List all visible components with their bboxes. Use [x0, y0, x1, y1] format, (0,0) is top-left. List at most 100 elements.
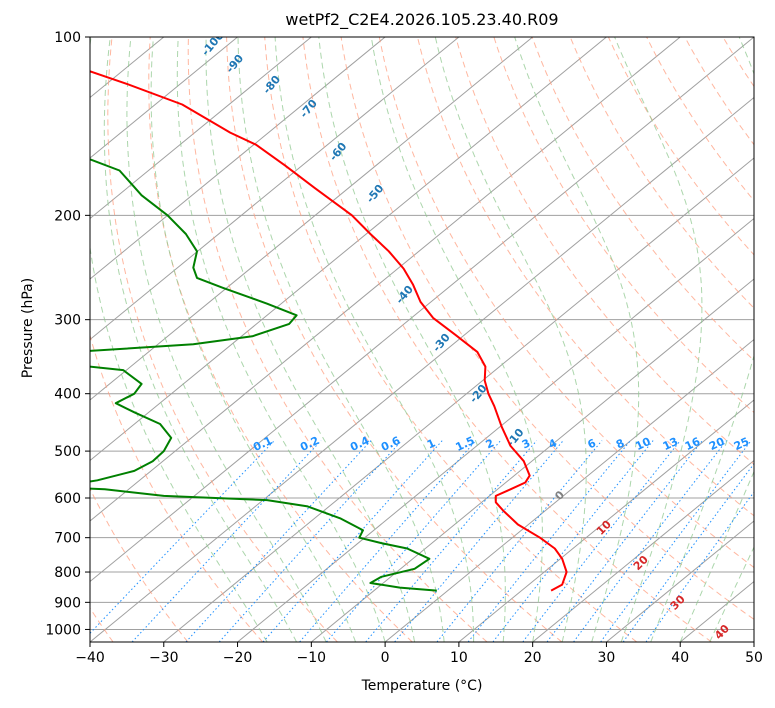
moist-adiabat-label: 40 — [712, 622, 732, 642]
x-tick-label: 50 — [745, 650, 763, 666]
isotherm — [606, 520, 754, 642]
moist-adiabat — [514, 37, 640, 642]
y-axis-label: Pressure (hPa) — [20, 277, 36, 379]
mixing-ratio-line — [218, 440, 403, 642]
mixing-ratio-line — [573, 440, 727, 642]
moist-adiabat — [650, 37, 754, 642]
dry-adiabat — [607, 37, 754, 256]
y-tick-label: 1000 — [45, 622, 81, 638]
dry-adiabat — [684, 37, 754, 146]
isotherm — [753, 641, 754, 642]
moist-adiabat-label: 0 — [552, 488, 567, 503]
y-tick-label: 700 — [54, 531, 81, 547]
isotherm — [458, 399, 754, 642]
x-tick-label: 30 — [598, 650, 616, 666]
dry-adiabat — [417, 37, 754, 517]
isotherm — [90, 37, 386, 280]
mixing-ratio-label: 20 — [707, 435, 727, 453]
mixing-ratio-label: 16 — [683, 435, 703, 453]
isotherm — [90, 37, 91, 38]
mixing-ratio-line — [262, 440, 443, 642]
x-tick-label: 10 — [450, 650, 468, 666]
mixing-ratio-line — [467, 440, 631, 642]
dry-adiabat — [722, 37, 754, 88]
isotherm — [679, 580, 754, 642]
moist-adiabat — [318, 37, 506, 642]
dry-adiabat — [107, 37, 338, 642]
mixing-ratio-label: 10 — [633, 435, 653, 453]
mixing-ratio-label: 4 — [547, 436, 560, 451]
dry-adiabat — [378, 37, 754, 569]
dry-adiabat-label: -90 — [224, 52, 247, 76]
isotherm — [90, 37, 312, 220]
moist-adiabat — [90, 37, 268, 642]
isotherm — [90, 37, 607, 462]
mixing-ratio-line — [522, 440, 681, 642]
isotherm — [90, 37, 754, 583]
y-tick-label: 400 — [54, 387, 81, 403]
mixing-ratio-line — [622, 463, 754, 642]
mixing-ratio-line — [436, 440, 603, 642]
x-axis-label: Temperature (°C) — [361, 678, 483, 694]
mixing-ratio-line — [546, 440, 703, 642]
dry-adiabat — [90, 607, 114, 642]
x-tick-label: −40 — [75, 650, 105, 666]
dewpoint-line — [90, 158, 437, 592]
temperature-line — [90, 70, 568, 592]
mixing-ratio-label: 2 — [484, 436, 496, 451]
mixing-ratio-label: 30 — [752, 435, 772, 453]
dry-adiabat — [148, 37, 413, 642]
dry-adiabat — [226, 37, 563, 642]
isotherm — [532, 459, 754, 642]
x-tick-label: 0 — [381, 650, 390, 666]
y-tick-label: 300 — [54, 313, 81, 329]
x-tick-label: 40 — [671, 650, 689, 666]
isotherm — [90, 37, 681, 522]
moist-adiabat-label: 10 — [594, 517, 614, 537]
mixing-ratio-line — [90, 440, 275, 635]
y-tick-label: 800 — [54, 565, 81, 581]
moist-adiabat — [176, 37, 386, 642]
isotherm — [311, 278, 754, 642]
x-tick-label: −30 — [149, 650, 179, 666]
background-lines — [0, 37, 775, 642]
axis-ticks: −40 −30 −20 −10 0 10 20 30 40 5010020030040050060… — [45, 30, 763, 666]
dry-adiabat-label: -50 — [364, 182, 387, 206]
isotherm — [90, 37, 533, 401]
moist-adiabat — [126, 37, 327, 642]
moist-adiabat — [434, 37, 587, 642]
chart-title: wetPf2_C2E4.2026.105.23.40.R09 — [285, 10, 559, 29]
dry-adiabat — [531, 37, 754, 362]
mixing-ratio-line — [326, 440, 501, 642]
mixing-ratio-line — [645, 491, 754, 642]
dry-adiabat-label: -60 — [327, 140, 350, 164]
moist-adiabat-label: 30 — [668, 592, 688, 612]
moist-adiabat-label: 20 — [631, 553, 651, 573]
moist-adiabat — [614, 37, 703, 642]
dry-adiabat — [90, 487, 189, 642]
isotherm — [384, 338, 754, 642]
dry-adiabat — [761, 37, 775, 642]
dry-adiabat — [302, 37, 712, 642]
moist-adiabat — [274, 37, 475, 642]
moist-adiabat — [103, 37, 298, 642]
y-tick-label: 500 — [54, 444, 81, 460]
isotherm — [0, 37, 16, 642]
y-tick-label: 200 — [54, 208, 81, 224]
moist-adiabat — [150, 37, 357, 642]
dry-adiabat-label: -100 — [199, 29, 227, 59]
isotherm — [90, 37, 238, 159]
dry-adiabat — [340, 37, 754, 621]
isotherm — [163, 157, 754, 642]
moist-adiabat — [370, 37, 543, 642]
x-tick-label: −10 — [297, 650, 327, 666]
y-tick-label: 900 — [54, 595, 81, 611]
mixing-ratio-label: 6 — [585, 436, 598, 451]
mixing-ratio-label: 25 — [732, 435, 751, 453]
dry-adiabat — [90, 333, 264, 642]
isotherm — [90, 96, 754, 642]
sounding-traces — [90, 70, 568, 592]
moist-adiabat — [237, 37, 445, 642]
mixing-ratio-label: 1 — [425, 436, 437, 451]
